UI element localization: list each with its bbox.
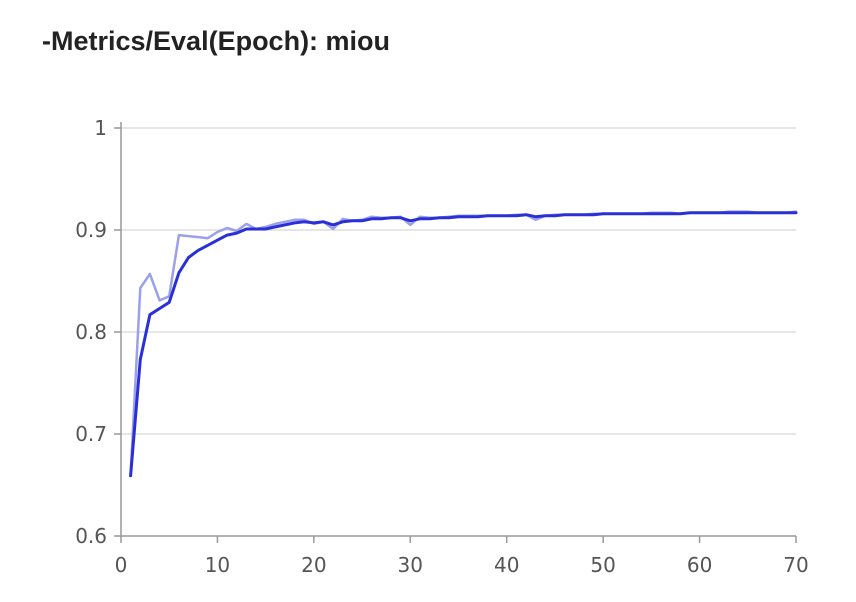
x-tick-label: 30 bbox=[398, 553, 423, 577]
smoothed-series-line bbox=[129, 211, 798, 478]
tick-labels: 0.60.70.80.910 10 20 30 40 50 60 70 bbox=[75, 116, 809, 577]
axes bbox=[114, 122, 797, 543]
raw-series-line bbox=[129, 210, 798, 477]
grid-lines bbox=[121, 127, 796, 435]
x-tick-label: 60 bbox=[687, 553, 712, 577]
y-tick-label: 0.9 bbox=[75, 218, 107, 242]
y-tick-label: 0.8 bbox=[75, 320, 107, 344]
y-tick-label: 0.7 bbox=[75, 422, 107, 446]
x-tick-label: 70 bbox=[783, 553, 808, 577]
series-lines bbox=[129, 210, 798, 478]
x-tick-label: 0 bbox=[115, 553, 128, 577]
x-tick-label: 50 bbox=[590, 553, 615, 577]
x-tick-label: 10 bbox=[205, 553, 230, 577]
y-tick-label: 1 bbox=[94, 116, 107, 140]
x-tick-label: 40 bbox=[494, 553, 519, 577]
x-tick-label: 20 bbox=[301, 553, 326, 577]
y-tick-label: 0.6 bbox=[75, 524, 107, 548]
chart-title: -Metrics/Eval(Epoch): miou bbox=[42, 26, 391, 56]
